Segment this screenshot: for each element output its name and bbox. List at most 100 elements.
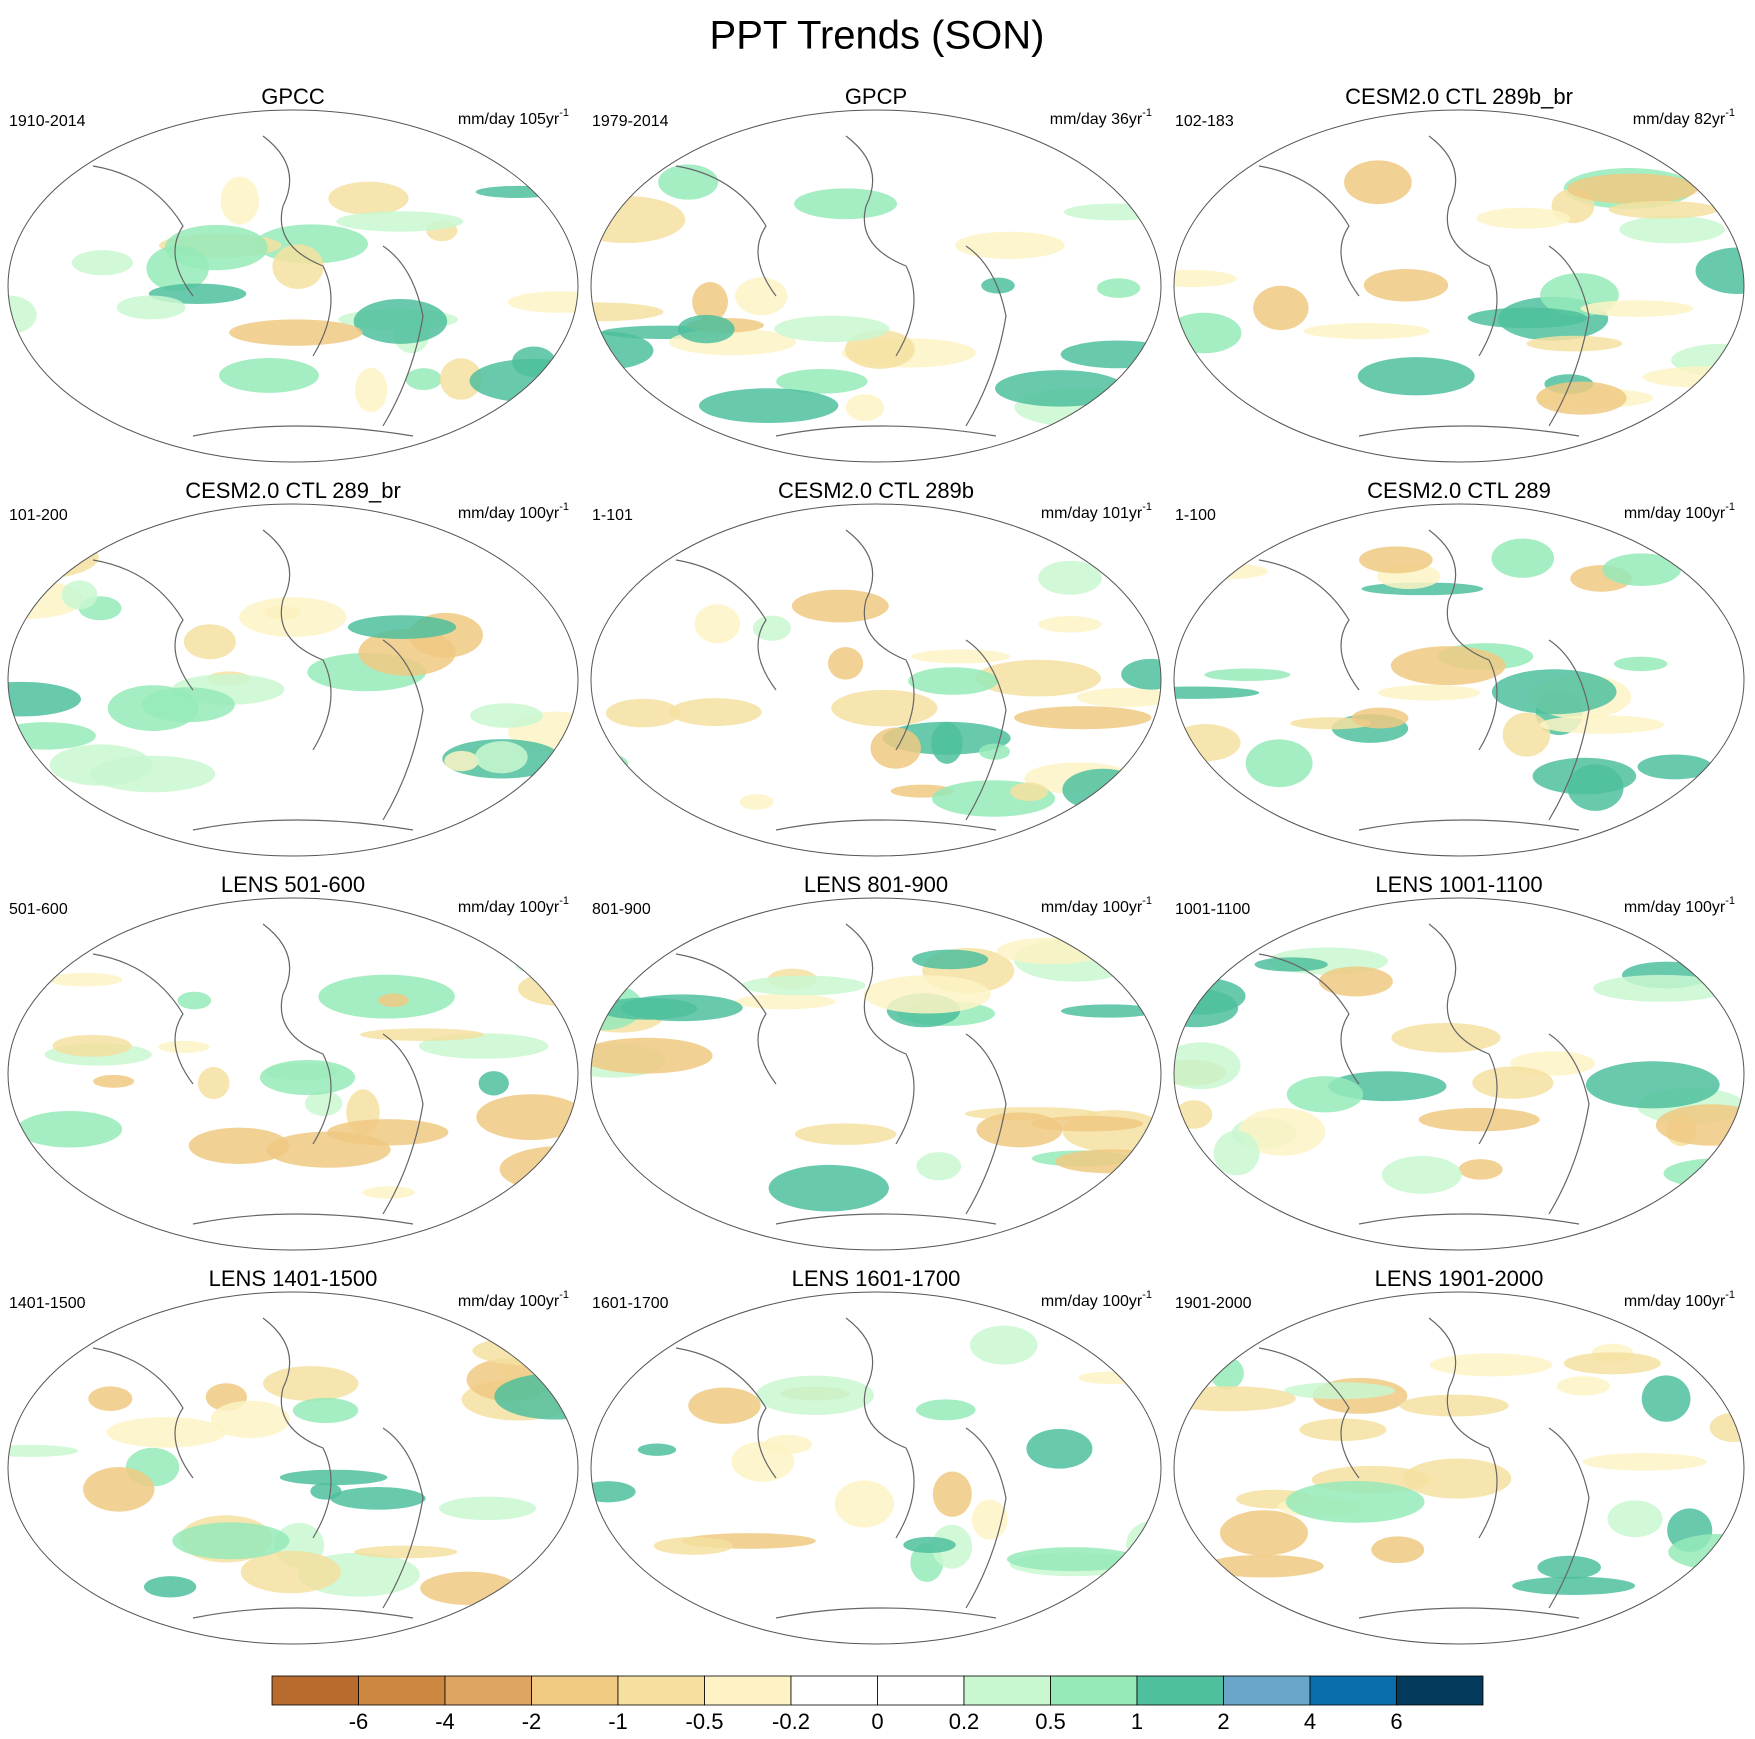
field-blob (1135, 1575, 1161, 1604)
field-blob (1009, 782, 1048, 802)
continent-outline (675, 135, 1007, 437)
field-blob (1210, 1357, 1244, 1390)
map-panel: CESM2.0 CTL 289_br 101-200 mm/day 100yr-1 (7, 478, 579, 857)
field-blob (515, 956, 573, 975)
panel-units: mm/day 100yr-1 (458, 501, 569, 522)
continent-outline (92, 135, 424, 437)
units-text: mm/day 100yr (458, 505, 560, 522)
field-blob (1055, 1149, 1161, 1174)
panel-units: mm/day 100yr-1 (1624, 1289, 1735, 1310)
colorbar-label: 0.2 (949, 1709, 980, 1734)
field-blob (1254, 957, 1328, 972)
field-blob (8, 964, 46, 978)
units-exponent: -1 (1142, 895, 1152, 907)
units-exponent: -1 (1142, 107, 1152, 119)
field-blob (116, 295, 186, 320)
units-text: mm/day 36yr (1050, 111, 1143, 128)
map-field (591, 1317, 1161, 1619)
field-blob (605, 698, 681, 728)
colorbar-label: -0.5 (686, 1709, 724, 1734)
field-blob (478, 1071, 509, 1096)
field-blob (637, 1443, 677, 1456)
panel-title: LENS 1901-2000 (1375, 1266, 1544, 1291)
units-text: mm/day 100yr (1624, 899, 1726, 916)
field-blob (354, 367, 388, 413)
field-blob (1403, 1458, 1512, 1499)
panel-title: CESM2.0 CTL 289_br (185, 478, 401, 503)
field-blob (353, 299, 448, 344)
field-blob (1174, 1386, 1296, 1412)
field-blob (16, 1111, 123, 1148)
units-exponent: -1 (1725, 1289, 1735, 1301)
field-blob (677, 314, 735, 344)
field-blob (106, 1417, 226, 1448)
field-blob (994, 370, 1126, 407)
field-blob (1174, 686, 1260, 699)
field-blob (1344, 160, 1412, 205)
field-blob (1245, 739, 1313, 788)
field-blob (188, 1127, 290, 1165)
field-blob (975, 659, 1101, 697)
map-panel: LENS 1901-2000 1901-2000 mm/day 100yr-1 (1173, 1266, 1745, 1645)
field-blob (378, 993, 409, 1008)
field-blob (328, 181, 409, 216)
field-blob (692, 282, 728, 322)
field-blob (229, 319, 363, 346)
field-blob (1663, 1158, 1744, 1189)
field-blob (981, 277, 1015, 294)
panel-period: 1910-2014 (9, 113, 86, 130)
panel-units: mm/day 100yr-1 (1041, 895, 1152, 916)
field-blob (336, 211, 464, 232)
field-blob (591, 302, 664, 322)
colorbar-label: -1 (608, 1709, 628, 1734)
field-blob (1174, 270, 1237, 288)
panel-period: 1901-2000 (1175, 1295, 1252, 1312)
field-blob (1213, 1130, 1260, 1176)
colorbar-label: 0 (871, 1709, 883, 1734)
field-blob (347, 615, 457, 639)
map-panel: LENS 801-900 801-900 mm/day 100yr-1 (590, 872, 1162, 1251)
field-blob (774, 315, 890, 342)
panel-period: 1001-1100 (1175, 901, 1250, 918)
panel-units: mm/day 105yr-1 (458, 107, 569, 128)
field-blob (8, 379, 39, 400)
continent-outline (1258, 1317, 1590, 1619)
field-blob (1592, 974, 1731, 1002)
field-blob (1536, 381, 1627, 415)
field-blob (1126, 1521, 1161, 1568)
field-blob (8, 722, 96, 750)
field-blob (1491, 669, 1617, 715)
field-blob (978, 743, 1011, 760)
field-blob (620, 994, 743, 1022)
field-blob (183, 624, 236, 660)
map-field (1174, 923, 1744, 1225)
field-blob (475, 185, 560, 199)
continent-outline (675, 923, 1007, 1225)
field-blob (1062, 768, 1144, 811)
map-panel: LENS 501-600 501-600 mm/day 100yr-1 (7, 872, 579, 1251)
colorbar-label: 4 (1304, 1709, 1316, 1734)
field-blob (752, 615, 791, 641)
field-blob (1642, 366, 1744, 389)
field-blob (197, 1066, 230, 1100)
panel-title: LENS 1601-1700 (792, 1266, 961, 1291)
field-blob (827, 647, 864, 680)
field-blob (1607, 1500, 1663, 1538)
continent-outline (92, 529, 424, 831)
field-blob (438, 1496, 537, 1521)
field-blob (1602, 553, 1682, 586)
field-blob (1204, 668, 1291, 681)
map-border (590, 503, 1162, 857)
colorbar-box (444, 1675, 532, 1706)
panel-title: LENS 1401-1500 (209, 1266, 378, 1291)
field-blob (1429, 1353, 1553, 1377)
field-blob (688, 1387, 761, 1424)
field-blob (1614, 656, 1668, 672)
field-blob (61, 580, 98, 610)
units-exponent: -1 (1142, 1289, 1152, 1301)
panel-period: 501-600 (9, 901, 68, 918)
colorbar-box (1136, 1675, 1224, 1706)
field-blob (1204, 1554, 1324, 1578)
colorbar-box (877, 1675, 965, 1706)
